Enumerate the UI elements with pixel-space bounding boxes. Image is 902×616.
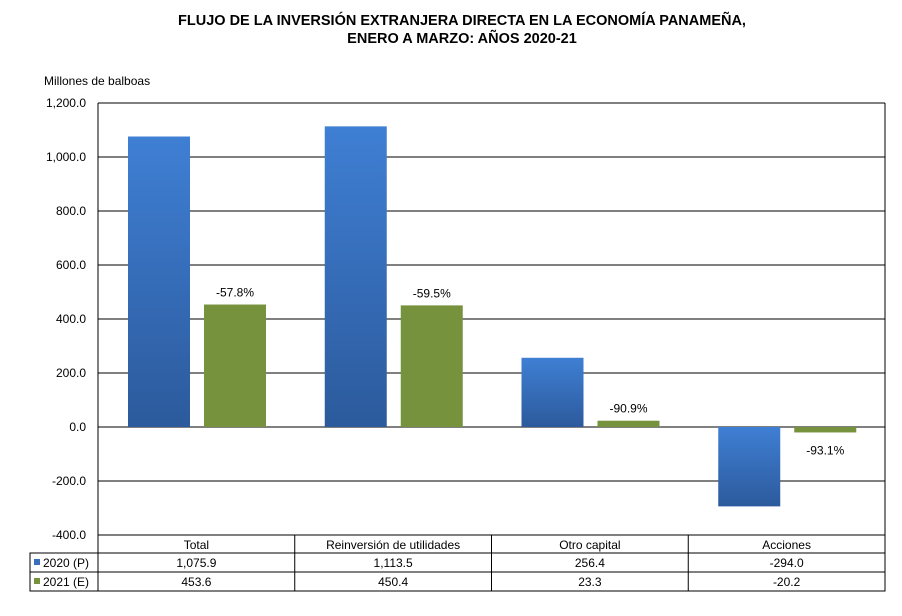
change-annotation: -93.1%	[806, 443, 844, 457]
y-axis-label: Millones de balboas	[44, 74, 150, 88]
change-annotation: -59.5%	[413, 286, 451, 300]
data-value: -294.0	[770, 556, 804, 570]
data-value: -20.2	[773, 575, 801, 589]
data-value: 450.4	[378, 575, 408, 589]
y-tick-label: 1,000.0	[46, 150, 86, 164]
change-annotation: -57.8%	[216, 286, 254, 300]
y-tick-label: 400.0	[56, 312, 86, 326]
y-tick-label: 800.0	[56, 204, 86, 218]
data-value: 23.3	[578, 575, 602, 589]
chart-title-line1: FLUJO DE LA INVERSIÓN EXTRANJERA DIRECTA…	[178, 11, 746, 29]
data-value: 256.4	[575, 556, 605, 570]
bar-2020	[128, 136, 190, 427]
bar-2020	[718, 427, 781, 507]
y-tick-label: -200.0	[52, 474, 86, 488]
category-label: Reinversión de utilidades	[326, 538, 460, 552]
y-tick-label: -400.0	[52, 528, 86, 542]
bar-2021	[794, 427, 857, 433]
bar-2021	[400, 305, 463, 427]
legend-swatch	[34, 559, 40, 565]
bar-2021	[204, 304, 266, 427]
data-value: 1,075.9	[176, 556, 216, 570]
legend-swatch	[34, 578, 40, 584]
chart-title-line2: ENERO A MARZO: AÑOS 2020-21	[347, 29, 577, 47]
y-tick-label: 200.0	[56, 366, 86, 380]
category-label: Total	[184, 538, 209, 552]
data-value: 1,113.5	[374, 556, 413, 570]
bar-2021	[597, 420, 660, 427]
y-tick-label: 0.0	[69, 420, 86, 434]
bar-2020	[324, 126, 387, 427]
y-tick-label: 600.0	[56, 258, 86, 272]
bar-2020	[521, 357, 584, 427]
legend-label: 2021 (E)	[43, 575, 89, 589]
y-tick-label: 1,200.0	[46, 96, 86, 110]
change-annotation: -90.9%	[609, 402, 647, 416]
category-label: Acciones	[762, 538, 811, 552]
data-value: 453.6	[181, 575, 211, 589]
legend-label: 2020 (P)	[43, 556, 89, 570]
category-label: Otro capital	[559, 538, 620, 552]
